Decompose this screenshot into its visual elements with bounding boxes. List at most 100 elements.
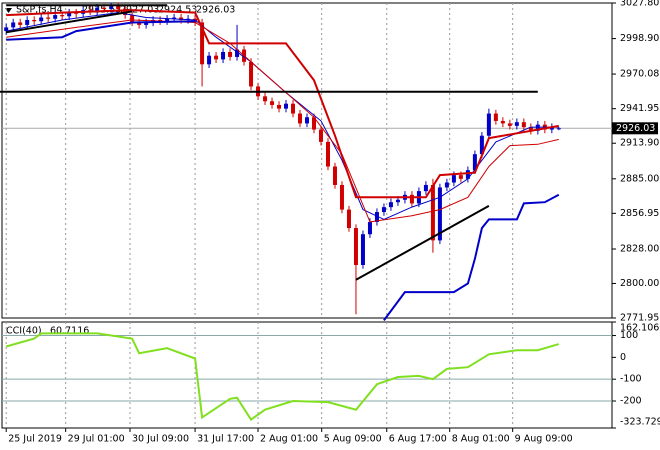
candle-body [367,221,372,235]
indicator-line [6,20,560,321]
candle-body [514,122,519,126]
candle-body [18,22,23,25]
candle-body [374,212,379,222]
candle-body [430,184,435,241]
candle-body [102,7,107,9]
price-tag [612,122,658,135]
candle-body [493,113,498,121]
candle-body [332,166,337,185]
menu-arrow [5,8,12,13]
x-tick-label: 9 Aug 09:00 [515,434,573,445]
candle-body [451,175,456,183]
candle-body [311,117,316,130]
candle-body [388,202,393,208]
cci-panel [1,321,613,429]
candle-body [214,55,219,60]
candle-body [46,17,51,19]
x-tick-label: 5 Aug 09:00 [324,434,382,445]
candle-body [381,207,386,213]
x-tick-label: 25 Jul 2019 [8,434,62,445]
candle-body [395,199,400,203]
candle-body [165,18,170,22]
y-tick-label: 2998.90 [620,33,659,44]
candle-body [305,117,309,124]
candle-body [521,122,526,128]
y-tick-label: 2913.90 [620,138,659,149]
candle-body [221,52,226,60]
candle-body [284,103,289,109]
candle-body [32,19,37,22]
candle-body [535,124,540,131]
candle-body [39,17,44,22]
candle-body [116,6,121,9]
candle-body [270,101,275,105]
price-panel [1,2,613,319]
candle-body [95,7,100,12]
x-tick-label: 8 Aug 01:00 [452,434,510,445]
candle-body [53,15,58,19]
candle-body [291,103,296,114]
candle-body [207,55,212,65]
candle-body [528,127,533,131]
y-tick-label: 2828.00 [620,243,659,254]
candle-body [298,113,303,124]
candle-body [172,17,177,19]
candle-body [423,184,428,192]
y-tick-label: 2856.95 [620,208,659,219]
candle-body [228,52,233,57]
candle-body [339,184,344,210]
cci-y-tick-label: 100 [620,330,638,341]
candle-body [179,17,184,20]
chart-title: S&P,fs,H4 [16,5,63,16]
candle-body [465,170,470,179]
candle-body [263,96,268,102]
candle-body [67,12,72,17]
trend-line [355,205,490,281]
candle-body [137,22,142,25]
candle-body [549,127,554,130]
trend-line [6,10,133,34]
candle-body [346,209,351,229]
cci-value: 60.7116 [50,326,89,337]
candle-body [249,61,254,87]
candle-body [235,49,240,57]
candle-body [500,120,505,124]
cci-y-tick-label: -100 [620,374,642,385]
candle-body [458,175,463,179]
candle-body [60,15,65,17]
y-tick-label: 2941.95 [620,103,659,114]
candle-body [486,113,491,136]
candle-body [158,19,163,22]
y-tick-label: 3027.80 [620,0,659,9]
cci-y-tick-label: 0 [620,352,626,363]
indicator-line [6,9,559,199]
candle-body [74,12,79,14]
candle-body [25,19,30,25]
candle-body [277,104,282,109]
x-tick-label: 30 Jul 09:00 [132,434,189,445]
y-tick-label: 2970.08 [620,69,659,80]
candle-body [472,154,477,171]
candle-body [444,182,449,188]
candle-body [318,129,323,142]
price-tag-label: 2926.03 [616,123,655,134]
y-tick-label: 2885.00 [620,173,659,184]
x-tick-label: 29 Jul 01:00 [68,434,125,445]
cci-y-tick-label: -200 [620,396,642,407]
cci-y-tick-label: -323.7292 [620,417,660,428]
candle-body [437,187,442,241]
candle-body [325,141,330,167]
candle-body [4,27,9,32]
header-low: 2924.53 [158,5,197,16]
x-tick-label: 6 Aug 17:00 [389,434,447,445]
candle-body [479,135,484,155]
candle-body [360,234,365,265]
candle-body [130,15,135,23]
y-tick-label: 2771.95 [620,313,659,324]
cci-line [5,332,560,422]
candle-body [409,194,414,204]
candle-body [11,22,16,28]
candle-body [200,22,205,65]
